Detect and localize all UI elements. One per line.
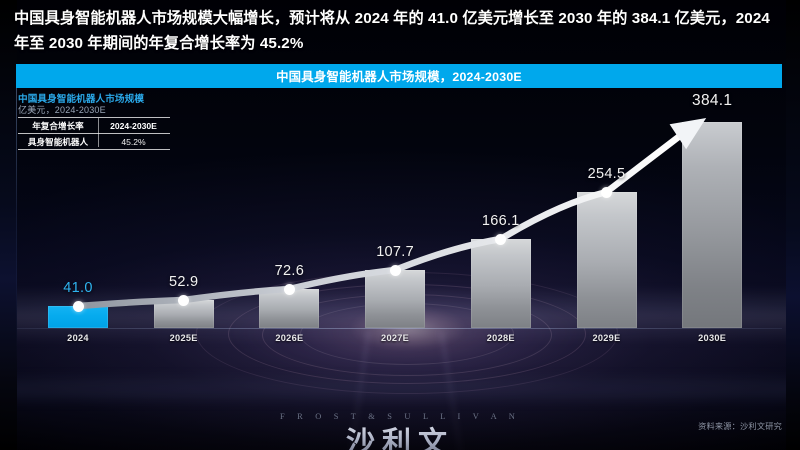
category-label-2026E: 2026E: [275, 333, 304, 343]
shalwen-logo: 沙利文: [0, 419, 800, 450]
value-label-2026E: 72.6: [274, 263, 305, 279]
cagr-top-rule: [18, 117, 170, 118]
trend-marker-2025E: [178, 294, 190, 306]
left-accent-line: [16, 64, 17, 364]
trend-marker-2028E: [495, 233, 507, 245]
category-label-2030E: 2030E: [698, 333, 727, 343]
source-note: 资料来源：沙利文研究: [698, 422, 782, 431]
bar-2029E: [576, 192, 637, 328]
category-label-2025E: 2025E: [169, 333, 198, 343]
cagr-header-row: 年复合增长率 2024-2030E: [18, 118, 438, 133]
bar-2027E: [365, 270, 426, 328]
value-label-2030E: 384.1: [692, 92, 733, 109]
chart-title-text: 中国具身智能机器人市场规模，2024-2030E: [276, 70, 522, 84]
cagr-row-label: 具身智能机器人: [27, 136, 89, 147]
chart-title-bar: 中国具身智能机器人市场规模，2024-2030E: [16, 64, 782, 88]
value-label-2025E: 52.9: [168, 274, 199, 290]
bar-2028E: [470, 239, 531, 328]
bar-2030E: [682, 122, 743, 328]
category-label-2028E: 2028E: [486, 333, 515, 343]
trend-marker-2027E: [389, 264, 401, 276]
value-label-2029E: 254.5: [587, 166, 626, 182]
trend-marker-2029E: [601, 186, 612, 198]
trend-marker-2026E: [283, 283, 295, 295]
headline-text: 中国具身智能机器人市场规模大幅增长，预计将从 2024 年的 41.0 亿美元增…: [14, 10, 770, 52]
bar-2026E: [259, 289, 320, 328]
category-label-2024: 2024: [67, 333, 89, 343]
chart-subtitle-unit: 亿美元，2024-2030E: [18, 105, 106, 115]
trend-marker-2024: [72, 300, 84, 312]
bar-2024: [48, 306, 108, 328]
category-label-2027E: 2027E: [381, 333, 410, 343]
value-label-2028E: 166.1: [481, 213, 520, 229]
chart-subtitle-cn: 中国具身智能机器人市场规模: [18, 94, 145, 105]
cagr-header-left: 年复合增长率: [32, 120, 84, 131]
value-label-2027E: 107.7: [376, 244, 414, 260]
category-label-2029E: 2029E: [592, 333, 621, 343]
value-label-2024: 41.0: [63, 280, 93, 296]
frost-sullivan-wordmark: F R O S T & S U L L I V A N: [280, 412, 520, 421]
axis-baseline: [17, 328, 782, 329]
cagr-header-right: 2024-2030E: [110, 120, 157, 131]
